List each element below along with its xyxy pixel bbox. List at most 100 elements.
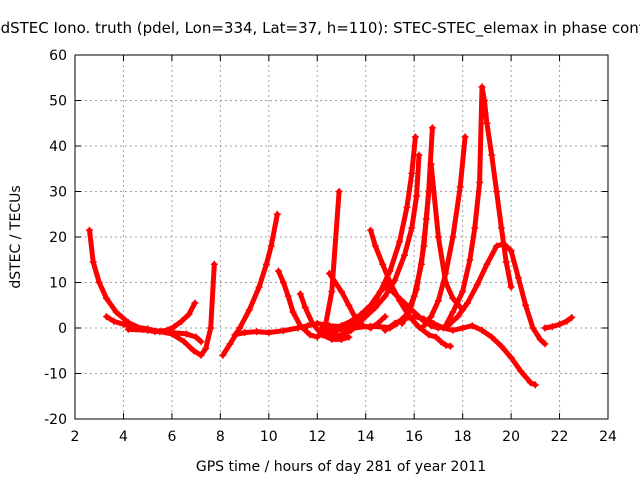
data-point: [376, 288, 384, 296]
x-tick-label: 4: [119, 429, 128, 445]
data-point: [245, 306, 253, 314]
data-point: [493, 188, 501, 195]
data-point: [478, 326, 486, 334]
data-point: [449, 326, 457, 334]
data-point: [207, 324, 215, 332]
data-point: [408, 169, 416, 177]
chart-title: dSTEC Iono. truth (pdel, Lon=334, Lat=37…: [1, 19, 640, 38]
data-point: [449, 308, 457, 316]
data-series: [381, 313, 539, 389]
data-point: [428, 124, 436, 132]
data-point: [454, 313, 462, 321]
data-point: [275, 267, 282, 275]
data-point: [289, 308, 297, 316]
x-tick-label: 14: [357, 429, 375, 445]
data-point: [514, 274, 522, 282]
data-point: [362, 313, 370, 321]
data-point: [374, 319, 382, 327]
data-point: [359, 322, 367, 330]
data-point: [265, 329, 273, 337]
data-point: [493, 242, 501, 250]
data-point: [522, 301, 530, 309]
data-point: [459, 288, 467, 296]
data-point: [502, 258, 510, 266]
data-point: [408, 224, 416, 232]
data-point: [391, 276, 399, 284]
data-point: [401, 251, 408, 259]
data-point: [267, 242, 275, 250]
data-point: [437, 338, 445, 346]
data-point: [447, 342, 454, 350]
data-point: [456, 183, 464, 191]
data-series: [323, 151, 423, 337]
data-point: [536, 335, 544, 343]
x-tick-label: 2: [71, 429, 80, 445]
data-point: [466, 256, 474, 264]
data-point: [86, 226, 93, 234]
data-point: [345, 333, 353, 341]
data-point: [180, 338, 188, 346]
data-point: [384, 283, 391, 291]
data-point: [352, 319, 360, 327]
data-point: [468, 322, 476, 330]
data-point: [371, 304, 379, 311]
data-point: [439, 324, 447, 332]
data-point: [190, 347, 198, 355]
data-point: [413, 285, 421, 293]
data-point: [434, 297, 442, 305]
data-point: [325, 269, 333, 277]
data-point: [338, 331, 345, 339]
data-point: [192, 333, 200, 341]
data-point: [459, 324, 467, 332]
x-axis-label: GPS time / hours of day 281 of year 2011: [196, 459, 486, 475]
y-tick-label: -10: [44, 367, 67, 383]
data-point: [413, 192, 421, 200]
x-tick-label: 24: [599, 429, 617, 445]
data-point: [236, 324, 244, 332]
data-point: [89, 258, 97, 266]
data-point: [425, 188, 433, 195]
data-point: [430, 319, 438, 327]
data-point: [478, 83, 486, 91]
y-tick-label: 30: [49, 185, 67, 201]
data-point: [386, 279, 394, 286]
data-point: [306, 331, 314, 339]
data-point: [103, 294, 110, 302]
data-point: [529, 324, 537, 332]
y-tick-label: 60: [49, 48, 67, 64]
data-point: [241, 329, 249, 337]
data-point: [191, 299, 199, 307]
data-point: [253, 328, 261, 336]
data-point: [255, 283, 263, 291]
data-series: [384, 240, 549, 348]
data-point: [449, 233, 457, 241]
data-point: [415, 323, 423, 331]
data-series: [86, 226, 199, 336]
data-point: [313, 333, 321, 341]
data-point: [262, 260, 270, 268]
data-point: [124, 325, 132, 333]
data-series: [318, 133, 419, 332]
data-point: [103, 313, 110, 321]
data-point: [338, 288, 345, 296]
data-point: [473, 281, 481, 289]
data-point: [381, 292, 389, 300]
data-point: [464, 299, 471, 307]
data-series: [420, 133, 469, 330]
data-point: [442, 341, 450, 349]
data-point: [393, 292, 401, 300]
data-point: [367, 324, 375, 332]
data-point: [381, 313, 389, 321]
series-line: [443, 84, 514, 329]
data-point: [182, 330, 190, 338]
data-point: [507, 283, 515, 291]
data-point: [345, 301, 353, 309]
data-point: [427, 313, 435, 321]
data-point: [556, 320, 563, 328]
data-point: [197, 338, 205, 346]
data-point: [371, 242, 379, 250]
data-point: [284, 292, 292, 300]
series-line: [399, 125, 435, 326]
data-series: [541, 314, 576, 332]
